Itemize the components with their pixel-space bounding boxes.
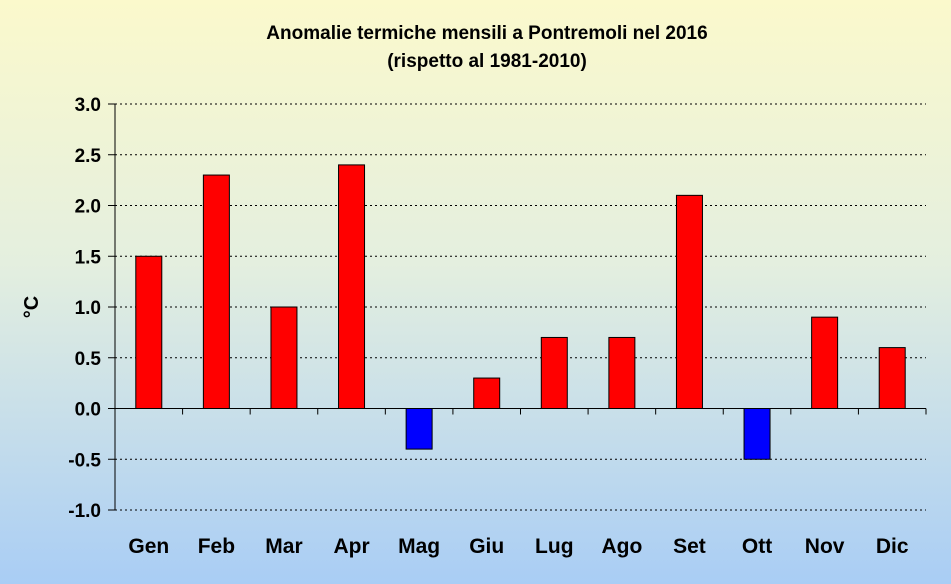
y-tick-label: -1.0 — [68, 501, 101, 522]
y-tick-label: 0.0 — [75, 400, 101, 421]
x-tick-label: Mar — [265, 535, 302, 558]
x-tick-label: Set — [673, 535, 706, 558]
bar-set — [675, 194, 703, 409]
x-tick-label: Apr — [333, 535, 369, 558]
bar-giu — [473, 377, 501, 409]
y-tick-label: 1.0 — [75, 298, 101, 319]
x-tick-labels: Gen Feb Mar Apr Mag Giu Lug Ago Set Ott Nov Dic — [128, 535, 908, 558]
gridlines — [115, 103, 926, 511]
bar-ott — [743, 408, 771, 460]
x-tick-label: Gen — [128, 535, 169, 558]
bar-mag — [405, 408, 433, 450]
bars — [135, 164, 906, 460]
chart-title: Anomalie termiche mensili a Pontremoli n… — [266, 23, 707, 44]
bar-dic — [878, 347, 906, 410]
x-tick-label: Nov — [805, 535, 845, 558]
y-tick-label: 2.0 — [75, 197, 101, 218]
x-tick-label: Giu — [469, 535, 504, 558]
bar-lug — [540, 336, 568, 410]
y-tick-label: 3.0 — [75, 95, 101, 116]
y-tick-label: 2.5 — [75, 146, 102, 167]
bar-mar — [270, 306, 298, 409]
y-tick-label: 0.5 — [75, 349, 102, 370]
x-tick-label: Mag — [398, 535, 440, 558]
bar-gen — [135, 255, 163, 409]
x-tick-label: Dic — [876, 535, 909, 558]
y-tick-label: 1.5 — [75, 247, 102, 268]
chart-subtitle: (rispetto al 1981-2010) — [387, 51, 587, 72]
bar-apr — [338, 164, 366, 409]
y-tick-labels: 3.0 2.5 2.0 1.5 1.0 0.5 0.0 -0.5 -1.0 — [68, 95, 101, 522]
y-tick-label: -0.5 — [68, 450, 101, 471]
x-tick-label: Lug — [535, 535, 573, 558]
bar-nov — [811, 316, 839, 409]
bar-ago — [608, 336, 636, 410]
x-tick-label: Feb — [198, 535, 235, 558]
y-axis-title: °C — [21, 296, 43, 318]
x-tick-label: Ott — [742, 535, 772, 558]
x-tick-label: Ago — [601, 535, 642, 558]
axes — [108, 103, 927, 511]
bar-feb — [202, 174, 230, 409]
